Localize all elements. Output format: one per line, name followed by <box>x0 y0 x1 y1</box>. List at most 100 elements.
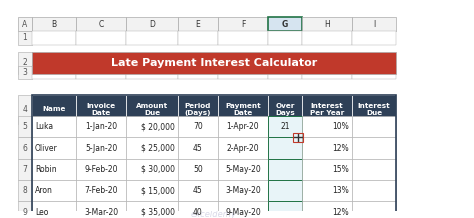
Bar <box>76 95 126 124</box>
Text: Invoice
Date: Invoice Date <box>86 103 116 116</box>
Text: Oliver: Oliver <box>35 144 58 153</box>
Text: Name: Name <box>42 106 66 112</box>
Bar <box>18 95 32 124</box>
Text: D: D <box>149 20 155 29</box>
Bar <box>352 17 396 31</box>
Text: Payment
Date: Payment Date <box>225 103 261 116</box>
Text: 21: 21 <box>280 122 290 131</box>
Bar <box>178 95 218 124</box>
Text: B: B <box>52 20 56 29</box>
Bar <box>126 201 178 218</box>
Text: Interest
Per Year: Interest Per Year <box>310 103 344 116</box>
Bar <box>352 180 396 201</box>
Bar <box>352 159 396 180</box>
Bar <box>126 17 178 31</box>
Bar <box>76 201 126 218</box>
Text: 10%: 10% <box>332 122 349 131</box>
Text: 40: 40 <box>193 208 203 216</box>
Text: $ 30,000: $ 30,000 <box>141 165 175 174</box>
Text: 50: 50 <box>193 165 203 174</box>
Bar <box>268 66 302 79</box>
Text: $ 35,000: $ 35,000 <box>141 208 175 216</box>
Bar <box>18 116 32 138</box>
Text: Late Payment Interest Calculator: Late Payment Interest Calculator <box>111 58 317 68</box>
Bar <box>178 31 218 44</box>
Bar <box>32 52 396 73</box>
Bar <box>302 138 352 159</box>
Bar <box>178 159 218 180</box>
Text: Period
(Days): Period (Days) <box>185 103 211 116</box>
Text: Leo: Leo <box>35 208 48 216</box>
Text: 5: 5 <box>23 122 27 131</box>
Bar <box>352 95 396 124</box>
Bar <box>18 66 32 79</box>
Text: Interest
Due: Interest Due <box>358 103 390 116</box>
Bar <box>268 201 302 218</box>
Bar <box>126 95 178 124</box>
Bar <box>352 201 396 218</box>
Bar <box>302 180 352 201</box>
Bar <box>18 159 32 180</box>
Bar <box>268 95 302 124</box>
Bar <box>302 159 352 180</box>
Text: 5-Jan-20: 5-Jan-20 <box>85 144 117 153</box>
Bar <box>302 116 352 138</box>
Bar <box>302 31 352 44</box>
Bar <box>32 159 76 180</box>
Text: 12%: 12% <box>332 208 349 216</box>
Text: 13%: 13% <box>332 186 349 195</box>
Bar <box>268 116 302 138</box>
Bar <box>268 138 302 159</box>
Text: I: I <box>373 20 375 29</box>
Bar <box>32 201 76 218</box>
Bar <box>76 31 126 44</box>
Text: H: H <box>324 20 330 29</box>
Text: F: F <box>241 20 245 29</box>
Text: 9-May-20: 9-May-20 <box>225 208 261 216</box>
Bar <box>126 159 178 180</box>
Text: 1-Apr-20: 1-Apr-20 <box>227 122 259 131</box>
Text: 2-Apr-20: 2-Apr-20 <box>227 144 259 153</box>
Bar <box>126 138 178 159</box>
Text: 3-Mar-20: 3-Mar-20 <box>84 208 118 216</box>
Text: 5-May-20: 5-May-20 <box>225 165 261 174</box>
Bar <box>18 180 32 201</box>
Bar <box>76 17 126 31</box>
Bar <box>218 31 268 44</box>
Text: G: G <box>282 20 288 29</box>
Text: 4: 4 <box>23 105 27 114</box>
Text: Luka: Luka <box>35 122 53 131</box>
Bar <box>76 159 126 180</box>
Text: 7: 7 <box>23 165 27 174</box>
Bar <box>76 138 126 159</box>
Text: Over
Days: Over Days <box>275 103 295 116</box>
Bar <box>302 66 352 79</box>
Bar <box>293 133 303 142</box>
Bar <box>126 180 178 201</box>
Text: 7-Feb-20: 7-Feb-20 <box>84 186 118 195</box>
Bar <box>218 66 268 79</box>
Bar <box>218 116 268 138</box>
Text: C: C <box>99 20 104 29</box>
Bar <box>218 159 268 180</box>
Text: 2: 2 <box>23 58 27 67</box>
Text: exceldemy: exceldemy <box>191 210 237 218</box>
Bar <box>18 31 32 44</box>
Bar <box>302 17 352 31</box>
Bar <box>218 180 268 201</box>
Text: $ 20,000: $ 20,000 <box>141 122 175 131</box>
Bar <box>352 31 396 44</box>
Bar <box>352 116 396 138</box>
Text: Aron: Aron <box>35 186 53 195</box>
Text: Robin: Robin <box>35 165 56 174</box>
Text: 3: 3 <box>23 68 27 77</box>
Bar <box>302 201 352 218</box>
Bar <box>218 138 268 159</box>
Bar <box>32 180 76 201</box>
Text: $ 25,000: $ 25,000 <box>141 144 175 153</box>
Bar <box>126 66 178 79</box>
Text: 45: 45 <box>193 144 203 153</box>
Bar <box>218 17 268 31</box>
Bar <box>18 52 32 73</box>
Text: 8: 8 <box>23 186 27 195</box>
